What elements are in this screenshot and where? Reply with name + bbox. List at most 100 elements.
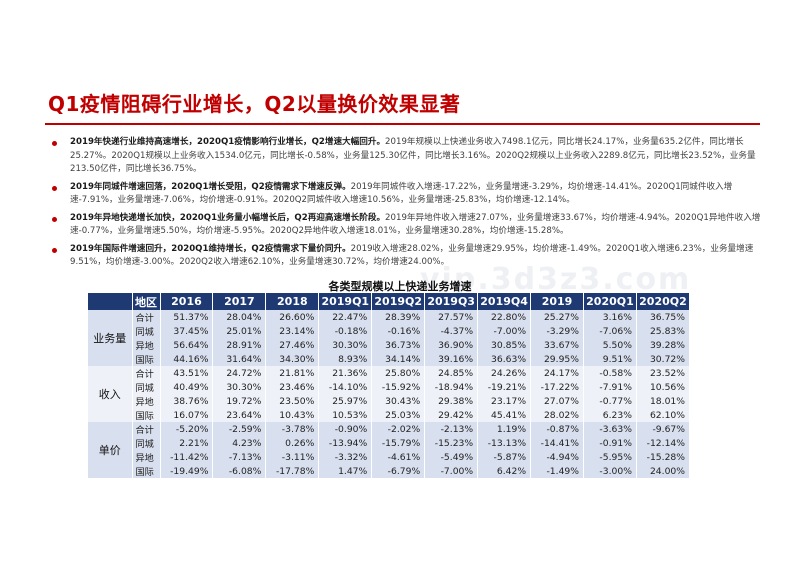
table-cell: 25.97% — [318, 394, 373, 408]
page-title: Q1疫情阻碍行业增长，Q2以量换价效果显著 — [48, 92, 461, 116]
table-cell: 16.07% — [160, 408, 214, 422]
table-cell: 18.01% — [636, 394, 691, 408]
table-row: 收入 合计 43.51% 24.72% 21.81% 21.36% 25.80% 24.85%… — [88, 366, 691, 422]
table-row: 国际 44.16% 31.64% 34.30% 8.93% 34.14% 39.16% 36.… — [88, 352, 691, 366]
table-cell: 23.64% — [212, 408, 267, 422]
table-cell: -15.23% — [424, 436, 479, 450]
table-cell: 29.42% — [424, 408, 479, 422]
bullet-dot-icon — [52, 247, 57, 253]
table-cell: -6.79% — [371, 464, 426, 478]
table-cell: -0.58% — [583, 366, 637, 380]
header-cell: 2020Q2 — [636, 293, 691, 310]
table-cell: 39.16% — [424, 352, 479, 366]
table-cell: -4.37% — [424, 324, 479, 338]
table-cell: -9.67% — [636, 422, 691, 436]
table-cell: 27.07% — [530, 394, 584, 408]
table-cell: 0.26% — [265, 436, 320, 450]
table-cell: 51.37% — [160, 310, 214, 324]
table-cell: 36.90% — [424, 338, 479, 352]
table-cell: -17.22% — [530, 380, 584, 394]
table-cell: -19.49% — [160, 464, 214, 478]
table-cell: 62.10% — [636, 408, 691, 422]
table-row: 异地 38.76% 19.72% 23.50% 25.97% 30.43% 29.38% 23… — [88, 394, 691, 408]
table-cell: -15.28% — [636, 450, 691, 464]
table-cell: 22.80% — [477, 310, 532, 324]
table-cell: 27.46% — [265, 338, 320, 352]
table-cell: -2.59% — [212, 422, 267, 436]
table-row: 单价 合计 -5.20% -2.59% -3.78% -0.90% -2.02% -2.13%… — [88, 422, 691, 478]
table-cell: 24.72% — [212, 366, 267, 380]
table-cell: -11.42% — [160, 450, 214, 464]
table-cell: 24.85% — [424, 366, 479, 380]
table-cell: -2.02% — [371, 422, 426, 436]
table-cell: -14.10% — [318, 380, 373, 394]
table-cell: -3.78% — [265, 422, 320, 436]
table-cell: 30.72% — [636, 352, 691, 366]
table-cell: -4.94% — [530, 450, 584, 464]
row-label: 合计 — [132, 422, 161, 436]
table-cell: 24.00% — [636, 464, 691, 478]
table-cell: 28.39% — [371, 310, 426, 324]
header-cell: 2020Q1 — [583, 293, 637, 310]
table-cell: 40.49% — [160, 380, 214, 394]
table-cell: 30.30% — [212, 380, 267, 394]
row-label: 合计 — [132, 366, 161, 380]
table-cell: -7.00% — [477, 324, 532, 338]
table-cell: -18.94% — [424, 380, 479, 394]
row-label: 异地 — [132, 338, 161, 352]
table-cell: -0.87% — [530, 422, 584, 436]
table-cell: 26.60% — [265, 310, 320, 324]
table-cell: -0.90% — [318, 422, 373, 436]
table-cell: 23.52% — [636, 366, 691, 380]
table-cell: 28.02% — [530, 408, 584, 422]
table-cell: -5.49% — [424, 450, 479, 464]
row-group-label: 收入 — [88, 366, 133, 422]
table-cell: 9.51% — [583, 352, 637, 366]
table-cell: 23.17% — [477, 394, 532, 408]
table-cell: 36.73% — [371, 338, 426, 352]
table-cell: -5.87% — [477, 450, 532, 464]
table-cell: -12.14% — [636, 436, 691, 450]
bullet-text: 2019收入增速28.02%，业务量增速29.95%，均价增速-1.49%。20… — [70, 243, 754, 268]
table-cell: -3.29% — [530, 324, 584, 338]
table-cell: -14.41% — [530, 436, 584, 450]
table-cell: -13.94% — [318, 436, 373, 450]
table-cell: -0.77% — [583, 394, 637, 408]
header-cell: 地区 — [132, 293, 161, 310]
header-cell: 2017 — [212, 293, 267, 310]
table-cell: -5.20% — [160, 422, 214, 436]
table-cell: 8.93% — [318, 352, 373, 366]
table-cell: -7.06% — [583, 324, 637, 338]
table-cell: 10.53% — [318, 408, 373, 422]
table-cell: 23.46% — [265, 380, 320, 394]
table-cell: 10.56% — [636, 380, 691, 394]
table-cell: -2.13% — [424, 422, 479, 436]
row-group-label: 业务量 — [88, 310, 133, 366]
table-cell: -19.21% — [477, 380, 532, 394]
table-cell: 21.36% — [318, 366, 373, 380]
row-label: 国际 — [132, 408, 161, 422]
table-cell: -3.63% — [583, 422, 637, 436]
table-cell: 21.81% — [265, 366, 320, 380]
bullet-item: 2019年快递行业维持高速增长，2020Q1疫情影响行业增长，Q2增速大幅回升。… — [52, 136, 762, 177]
bullet-item: 2019年国际件增速回升，2020Q1维持增长，Q2疫情需求下量价同升。2019… — [52, 243, 762, 270]
table-body: 业务量 合计 51.37% 28.04% 26.60% 22.47% 28.39% 27.57… — [88, 310, 691, 478]
row-label: 异地 — [132, 450, 161, 464]
table-row: 业务量 合计 51.37% 28.04% 26.60% 22.47% 28.39% 27.57… — [88, 310, 691, 366]
table-cell: -3.32% — [318, 450, 373, 464]
table-cell: 29.95% — [530, 352, 584, 366]
table-row: 同城 40.49% 30.30% 23.46% -14.10% -15.92% -18.94… — [88, 380, 691, 394]
table-cell: 43.51% — [160, 366, 214, 380]
table-row: 异地 -11.42% -7.13% -3.11% -3.32% -4.61% -5.49% -… — [88, 450, 691, 464]
table-cell: 45.41% — [477, 408, 532, 422]
row-label: 同城 — [132, 324, 161, 338]
table-cell: 37.45% — [160, 324, 214, 338]
summary-bullets: 2019年快递行业维持高速增长，2020Q1疫情影响行业增长，Q2增速大幅回升。… — [52, 136, 762, 274]
table-cell: 34.14% — [371, 352, 426, 366]
table-cell: 19.72% — [212, 394, 267, 408]
header-cell-empty — [88, 293, 133, 310]
table-cell: 25.83% — [636, 324, 691, 338]
table-cell: -17.78% — [265, 464, 320, 478]
table-cell: -4.61% — [371, 450, 426, 464]
table-cell: 4.23% — [212, 436, 267, 450]
